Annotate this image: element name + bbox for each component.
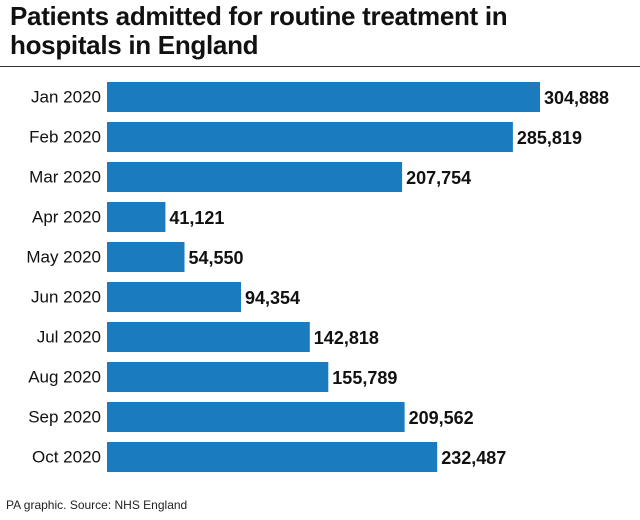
category-label: Oct 2020 (32, 448, 101, 467)
bar-3 (107, 202, 166, 232)
bar-0 (107, 82, 540, 112)
bar-1 (107, 122, 513, 152)
category-label: Jun 2020 (31, 288, 101, 307)
category-label: Aug 2020 (28, 368, 101, 387)
bar-6 (107, 322, 310, 352)
source-note: PA graphic. Source: NHS England (6, 498, 188, 512)
value-label: 142,818 (314, 328, 379, 348)
value-label: 232,487 (441, 448, 506, 468)
bar-7 (107, 362, 329, 392)
category-label: Apr 2020 (32, 208, 101, 227)
bar-9 (107, 442, 438, 472)
value-label: 209,562 (409, 408, 474, 428)
category-label: May 2020 (26, 248, 101, 267)
bar-chart: Jan 2020 304,888 Feb 2020 285,819 Mar 2020 20… (26, 82, 609, 472)
value-label: 94,354 (245, 288, 300, 308)
value-label: 155,789 (332, 368, 397, 388)
category-label: Jul 2020 (37, 328, 101, 347)
category-label: Jan 2020 (31, 88, 101, 107)
value-label: 285,819 (517, 128, 582, 148)
bar-5 (107, 282, 241, 312)
category-label: Feb 2020 (29, 128, 101, 147)
value-label: 54,550 (189, 248, 244, 268)
bar-8 (107, 402, 405, 432)
title-divider (0, 66, 640, 67)
chart-title: Patients admitted for routine treatment … (10, 1, 508, 60)
value-label: 41,121 (169, 208, 224, 228)
value-label: 207,754 (406, 168, 471, 188)
bar-4 (107, 242, 185, 272)
bar-2 (107, 162, 403, 192)
value-label: 304,888 (544, 88, 609, 108)
category-label: Mar 2020 (29, 168, 101, 187)
category-label: Sep 2020 (28, 408, 101, 427)
